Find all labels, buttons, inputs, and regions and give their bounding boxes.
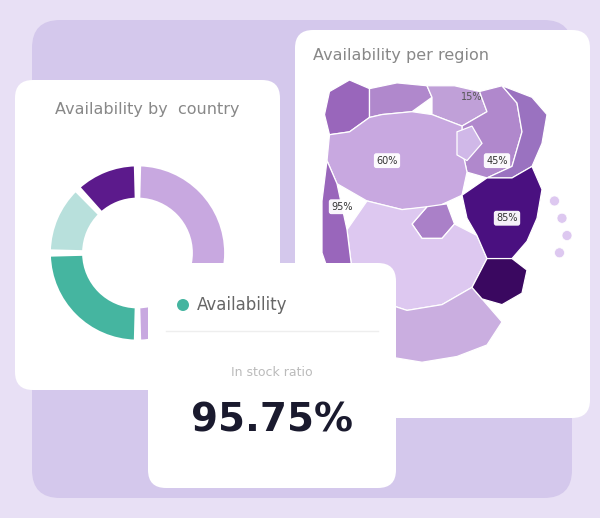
Wedge shape	[79, 165, 136, 213]
Polygon shape	[327, 112, 467, 210]
Polygon shape	[370, 83, 432, 118]
Text: 45%: 45%	[486, 155, 508, 166]
Text: 60%: 60%	[376, 155, 398, 166]
Circle shape	[177, 299, 189, 311]
Wedge shape	[50, 254, 136, 341]
FancyBboxPatch shape	[148, 263, 396, 488]
Polygon shape	[322, 161, 352, 282]
Polygon shape	[427, 86, 487, 126]
Circle shape	[557, 213, 567, 223]
Text: 85%: 85%	[496, 213, 518, 223]
Text: 95%: 95%	[331, 202, 353, 212]
FancyBboxPatch shape	[32, 20, 572, 498]
Polygon shape	[462, 86, 522, 178]
Polygon shape	[462, 166, 542, 264]
Text: 95.75%: 95.75%	[191, 402, 353, 440]
Text: 15%: 15%	[461, 92, 483, 102]
FancyBboxPatch shape	[295, 30, 590, 418]
Wedge shape	[50, 191, 100, 252]
Text: Availability: Availability	[197, 296, 287, 314]
Text: Availability per region: Availability per region	[313, 48, 489, 63]
Wedge shape	[139, 165, 226, 341]
Polygon shape	[472, 258, 527, 305]
Circle shape	[554, 248, 565, 258]
Text: Availability by  country: Availability by country	[55, 102, 240, 117]
Circle shape	[550, 196, 560, 206]
Polygon shape	[347, 201, 487, 310]
Polygon shape	[320, 270, 502, 362]
Polygon shape	[325, 80, 370, 135]
Polygon shape	[457, 126, 482, 161]
Circle shape	[562, 231, 572, 240]
Text: In stock ratio: In stock ratio	[231, 367, 313, 380]
FancyBboxPatch shape	[15, 80, 280, 390]
Polygon shape	[487, 86, 547, 178]
Polygon shape	[412, 204, 455, 238]
